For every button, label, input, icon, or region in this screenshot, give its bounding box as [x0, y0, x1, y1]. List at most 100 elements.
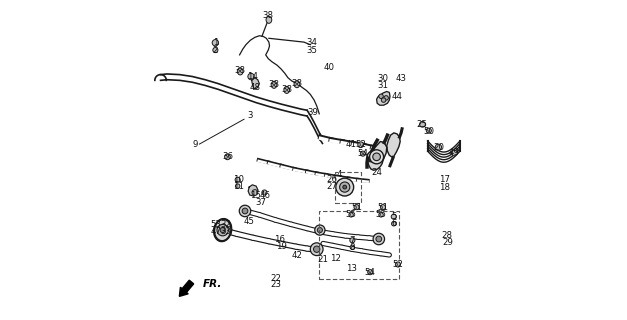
Polygon shape	[248, 185, 258, 196]
Circle shape	[262, 190, 267, 195]
Circle shape	[336, 178, 354, 196]
Circle shape	[224, 154, 230, 160]
Circle shape	[212, 40, 219, 46]
Text: 41: 41	[345, 140, 357, 149]
Text: 34: 34	[307, 38, 317, 47]
Text: 51: 51	[351, 203, 362, 212]
Text: 17: 17	[440, 175, 450, 184]
Text: 44: 44	[391, 92, 403, 101]
Circle shape	[435, 144, 441, 150]
Circle shape	[391, 214, 396, 219]
Circle shape	[310, 243, 323, 256]
Text: 38: 38	[282, 85, 292, 94]
Text: 50: 50	[423, 127, 435, 136]
Circle shape	[235, 177, 240, 182]
Text: 18: 18	[440, 183, 450, 192]
Circle shape	[314, 246, 320, 252]
Text: 36: 36	[222, 152, 233, 161]
Text: 4: 4	[337, 170, 342, 179]
Text: 40: 40	[324, 63, 334, 72]
Ellipse shape	[294, 81, 300, 88]
Text: 3: 3	[247, 111, 253, 120]
Text: 6: 6	[391, 219, 396, 228]
Circle shape	[361, 151, 366, 156]
Text: 55: 55	[345, 210, 357, 219]
Text: 26: 26	[327, 175, 337, 184]
Text: 38: 38	[234, 66, 246, 75]
Polygon shape	[367, 141, 387, 170]
Text: 48: 48	[250, 83, 261, 92]
Circle shape	[236, 184, 240, 188]
Circle shape	[381, 204, 386, 210]
Circle shape	[379, 94, 383, 99]
Text: 55: 55	[376, 210, 387, 219]
Text: 24: 24	[371, 168, 382, 177]
Text: 20: 20	[433, 143, 444, 152]
Text: 51: 51	[377, 203, 389, 212]
Text: 7: 7	[350, 236, 355, 245]
Ellipse shape	[266, 16, 271, 23]
Circle shape	[369, 150, 384, 164]
Circle shape	[213, 48, 218, 52]
Text: 29: 29	[442, 238, 453, 247]
Circle shape	[343, 185, 347, 189]
Text: 23: 23	[270, 280, 282, 289]
Text: 52: 52	[355, 140, 366, 149]
Text: 33: 33	[220, 227, 231, 236]
Circle shape	[373, 153, 381, 161]
Ellipse shape	[214, 219, 231, 241]
Text: 45: 45	[244, 217, 255, 226]
Circle shape	[354, 204, 359, 210]
Text: 13: 13	[345, 264, 357, 274]
Circle shape	[367, 270, 373, 275]
Circle shape	[248, 73, 254, 80]
Circle shape	[419, 122, 425, 127]
Circle shape	[384, 96, 388, 100]
Text: 31: 31	[377, 81, 389, 90]
Circle shape	[379, 212, 383, 217]
Circle shape	[373, 233, 384, 245]
Text: 38: 38	[268, 80, 280, 89]
Circle shape	[396, 262, 401, 267]
Circle shape	[242, 208, 248, 214]
Text: 54: 54	[357, 149, 369, 158]
Text: 11: 11	[233, 182, 244, 191]
Text: 12: 12	[330, 254, 340, 263]
Text: 38: 38	[292, 79, 302, 88]
Circle shape	[317, 228, 322, 233]
Ellipse shape	[284, 86, 290, 93]
Text: 14: 14	[247, 72, 258, 81]
Text: 37: 37	[255, 197, 266, 206]
Text: 19: 19	[275, 242, 287, 251]
Text: 22: 22	[270, 274, 282, 283]
Text: 27: 27	[327, 182, 337, 191]
Circle shape	[426, 128, 431, 133]
Text: FR.: FR.	[203, 279, 223, 289]
Text: 38: 38	[263, 12, 274, 20]
Text: 5: 5	[391, 212, 396, 221]
Circle shape	[350, 238, 355, 243]
Circle shape	[391, 221, 396, 226]
Text: 39: 39	[307, 108, 319, 117]
Ellipse shape	[238, 68, 243, 75]
FancyArrow shape	[179, 280, 194, 296]
Text: 15: 15	[250, 191, 261, 200]
Text: 8: 8	[350, 243, 355, 252]
Text: 10: 10	[233, 175, 244, 184]
Polygon shape	[387, 133, 400, 157]
Text: 52: 52	[393, 260, 403, 269]
Text: 42: 42	[292, 251, 302, 260]
Polygon shape	[251, 78, 260, 89]
Circle shape	[350, 245, 355, 250]
Text: 30: 30	[377, 74, 389, 83]
Circle shape	[217, 224, 228, 236]
Circle shape	[315, 225, 325, 235]
Text: 21: 21	[317, 255, 328, 264]
Text: 16: 16	[273, 235, 285, 244]
Circle shape	[376, 236, 382, 242]
Text: 53: 53	[211, 220, 222, 229]
Circle shape	[340, 182, 350, 192]
Ellipse shape	[271, 81, 277, 88]
Text: 49: 49	[449, 148, 460, 157]
Circle shape	[381, 98, 386, 102]
